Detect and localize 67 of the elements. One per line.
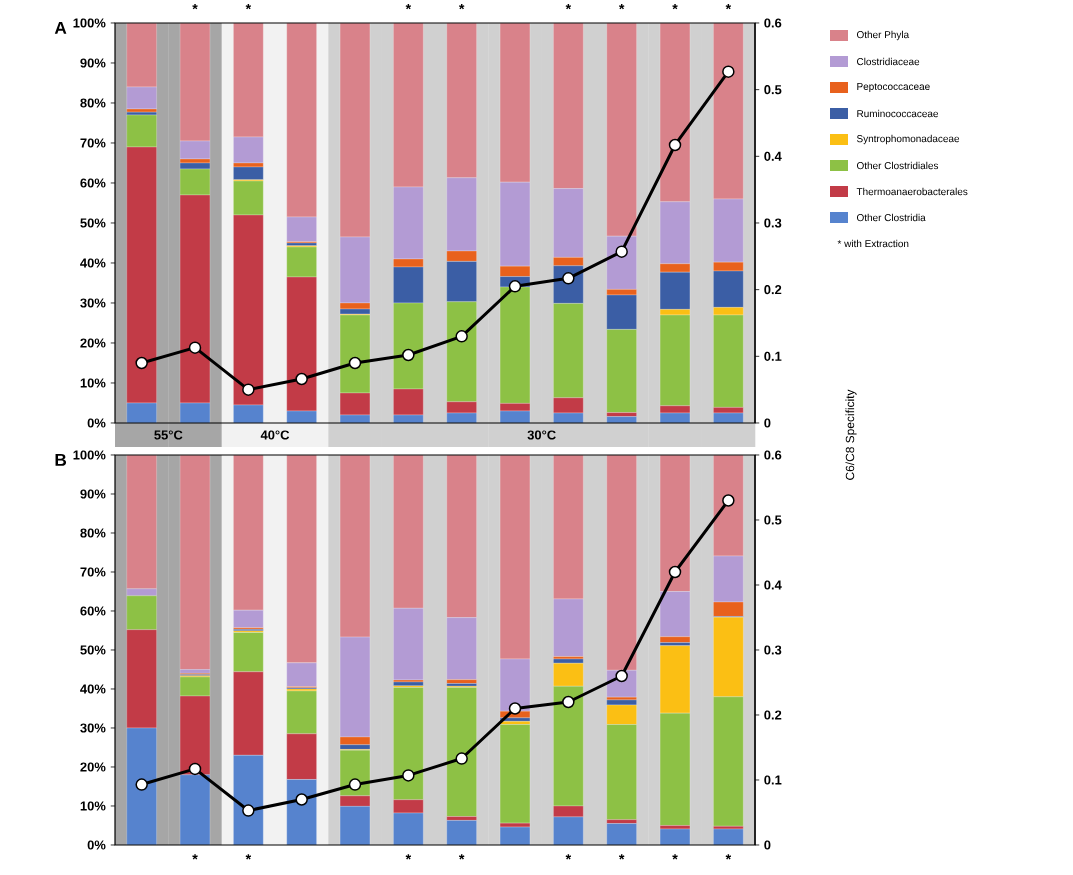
y2-tick-label: 0.5 bbox=[764, 85, 782, 95]
y2-tick-label: 0.1 bbox=[764, 351, 782, 361]
x-tick-label: * bbox=[618, 3, 625, 10]
y2-tick-label: 0.5 bbox=[764, 515, 782, 525]
x-tick-label: * bbox=[725, 3, 732, 10]
legend-label: Syntrophomonadaceae bbox=[856, 134, 960, 145]
y2-tick-label: 0 bbox=[764, 840, 771, 850]
y-tick-label: 0% bbox=[87, 840, 106, 850]
y2-tick-label: 0.2 bbox=[764, 710, 782, 720]
y-tick-label: 40% bbox=[80, 258, 106, 268]
legend-label: Other Clostridia bbox=[856, 213, 926, 222]
x-tick-label: * bbox=[565, 854, 572, 860]
x-tick-label: * bbox=[618, 854, 625, 860]
y-tick-label: 30% bbox=[80, 298, 106, 308]
text: 30°C bbox=[527, 430, 556, 440]
y-tick-label: 70% bbox=[80, 567, 106, 577]
y2-axis-title: C6/C8 Specificity bbox=[845, 389, 857, 480]
y2-tick-label: 0.6 bbox=[764, 450, 782, 460]
y-tick-label: 0% bbox=[87, 418, 106, 428]
y2-tick-label: 0.4 bbox=[764, 151, 782, 161]
text: * with Extraction bbox=[837, 239, 909, 248]
x-tick-label: * bbox=[405, 854, 412, 860]
chart-title: B bbox=[55, 453, 67, 466]
y-tick-label: 10% bbox=[80, 378, 106, 388]
y-tick-label: 90% bbox=[80, 58, 106, 68]
y-tick-label: 90% bbox=[80, 489, 106, 499]
y-tick-label: 80% bbox=[80, 528, 106, 538]
y-tick-label: 50% bbox=[80, 218, 106, 228]
x-tick-label: * bbox=[405, 3, 412, 10]
y2-tick-label: 0.3 bbox=[764, 645, 782, 655]
y-tick-label: 20% bbox=[80, 762, 106, 772]
text: 40°C bbox=[260, 430, 290, 440]
y2-tick-label: 0.3 bbox=[764, 218, 782, 228]
x-tick-label: * bbox=[245, 854, 252, 860]
y-tick-label: 60% bbox=[80, 178, 106, 188]
x-tick-label: * bbox=[672, 3, 678, 10]
x-tick-label: * bbox=[458, 3, 465, 10]
y-tick-label: 100% bbox=[73, 18, 106, 28]
y2-tick-label: 0.6 bbox=[764, 18, 782, 28]
chart-title: A bbox=[54, 21, 67, 34]
legend-label: Other Phyla bbox=[856, 30, 910, 41]
x-tick-label: * bbox=[565, 3, 572, 10]
x-tick-label: * bbox=[725, 854, 732, 860]
y-tick-label: 20% bbox=[80, 338, 106, 348]
y2-tick-label: 0.4 bbox=[764, 580, 782, 590]
y-tick-label: 100% bbox=[73, 450, 106, 460]
legend-label: Peptococcaceae bbox=[857, 83, 930, 92]
y-tick-label: 10% bbox=[80, 801, 106, 811]
y-tick-label: 70% bbox=[80, 138, 106, 148]
y-tick-label: 30% bbox=[80, 723, 106, 733]
y-tick-label: 60% bbox=[80, 606, 106, 616]
x-tick-label: * bbox=[458, 854, 465, 860]
y-tick-label: 80% bbox=[80, 98, 106, 108]
legend-label: Other Clostridiales bbox=[856, 161, 939, 170]
y2-tick-label: 0.2 bbox=[764, 285, 782, 295]
x-tick-label: * bbox=[192, 3, 198, 10]
y2-tick-label: 0 bbox=[764, 418, 771, 428]
legend-label: Clostridiaceae bbox=[857, 57, 920, 66]
text: 55°C bbox=[154, 430, 183, 440]
x-tick-label: * bbox=[192, 854, 198, 860]
y2-tick-label: 0.1 bbox=[764, 775, 782, 785]
legend-label: Ruminococcaceae bbox=[857, 109, 939, 118]
x-tick-label: * bbox=[672, 854, 678, 860]
legend-label: Thermoanaerobacterales bbox=[856, 187, 968, 196]
y-tick-label: 50% bbox=[80, 645, 106, 655]
y-tick-label: 40% bbox=[80, 684, 106, 694]
x-tick-label: * bbox=[245, 3, 252, 10]
